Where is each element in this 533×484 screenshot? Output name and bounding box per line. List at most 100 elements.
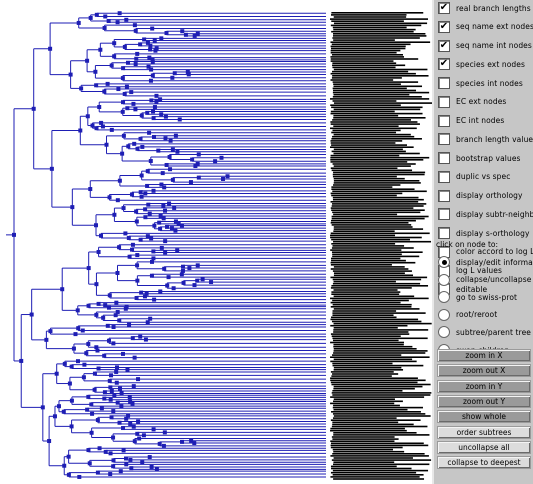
tree-node[interactable] xyxy=(195,278,200,283)
tree-node[interactable] xyxy=(140,460,145,465)
tree-node[interactable] xyxy=(56,404,61,409)
tree-node[interactable] xyxy=(128,421,133,426)
tree-node[interactable] xyxy=(161,203,166,208)
tree-node[interactable] xyxy=(133,107,138,112)
tree-node[interactable] xyxy=(183,32,188,37)
tree-node[interactable] xyxy=(142,294,147,299)
tree-node[interactable] xyxy=(193,164,198,169)
tree-node[interactable] xyxy=(165,283,170,288)
tree-node[interactable] xyxy=(135,263,140,268)
tree-node[interactable] xyxy=(123,231,128,236)
collapse-to-deepest-button[interactable]: collapse to deepest xyxy=(437,456,531,470)
tree-node[interactable] xyxy=(175,248,180,253)
option-display-s-orthology[interactable]: display s-orthology xyxy=(438,225,530,241)
tree-node[interactable] xyxy=(149,98,154,103)
tree-node[interactable] xyxy=(157,220,162,225)
tree-node[interactable] xyxy=(138,136,143,141)
tree-node[interactable] xyxy=(122,44,127,49)
tree-node[interactable] xyxy=(102,390,107,395)
tree-node[interactable] xyxy=(170,177,175,182)
tree-node[interactable] xyxy=(85,58,90,63)
tree-node[interactable] xyxy=(173,219,178,224)
tree-node[interactable] xyxy=(139,173,144,178)
tree-node[interactable] xyxy=(192,441,197,446)
tree-node[interactable] xyxy=(135,278,140,283)
tree-node[interactable] xyxy=(151,256,156,261)
tree-node[interactable] xyxy=(96,366,101,371)
tree-node[interactable] xyxy=(109,127,114,132)
tree-node[interactable] xyxy=(167,201,172,206)
order-subtrees-button[interactable]: order subtrees xyxy=(437,425,531,439)
tree-node[interactable] xyxy=(29,312,34,317)
tree-node[interactable] xyxy=(145,234,150,239)
tree-node[interactable] xyxy=(134,56,139,61)
tree-node[interactable] xyxy=(120,151,125,156)
tree-node[interactable] xyxy=(94,83,99,88)
checkbox[interactable]: ✔ xyxy=(438,39,450,52)
tree-node[interactable] xyxy=(99,120,104,125)
tree-node[interactable] xyxy=(117,420,122,425)
tree-node[interactable] xyxy=(139,113,144,118)
tree-node[interactable] xyxy=(145,320,150,325)
tree-node[interactable] xyxy=(111,458,116,463)
tree-node[interactable] xyxy=(111,435,116,440)
tree-node[interactable] xyxy=(131,101,136,106)
tree-node[interactable] xyxy=(159,182,164,187)
tree-node[interactable] xyxy=(149,273,154,278)
tree-node[interactable] xyxy=(145,183,150,188)
tree-node[interactable] xyxy=(77,474,82,479)
tree-node[interactable] xyxy=(115,365,120,370)
radio-root-reroot[interactable]: root/reroot xyxy=(438,307,497,323)
tree-node[interactable] xyxy=(121,66,126,71)
tree-node[interactable] xyxy=(94,345,99,350)
tree-node[interactable] xyxy=(120,351,125,356)
tree-node[interactable] xyxy=(120,76,125,81)
tree-node[interactable] xyxy=(90,411,95,416)
option-real-branch-lengths[interactable]: ✔ real branch lengths xyxy=(438,0,531,16)
tree-node[interactable] xyxy=(196,175,201,180)
tree-node[interactable] xyxy=(47,439,52,444)
tree-node[interactable] xyxy=(76,20,81,25)
tree-node[interactable] xyxy=(185,69,190,74)
tree-node[interactable] xyxy=(159,245,164,250)
zoom-in-x-button[interactable]: zoom in X xyxy=(437,349,531,362)
tree-node[interactable] xyxy=(180,29,185,34)
tree-node[interactable] xyxy=(128,457,133,462)
checkbox[interactable] xyxy=(438,114,450,127)
tree-node[interactable] xyxy=(152,38,157,43)
tree-node[interactable] xyxy=(137,436,142,441)
tree-node[interactable] xyxy=(81,375,86,380)
tree-node[interactable] xyxy=(111,325,116,330)
radio-button[interactable] xyxy=(438,326,450,339)
zoom-out-x-button[interactable]: zoom out X xyxy=(437,364,531,378)
tree-node[interactable] xyxy=(107,293,112,298)
tree-node[interactable] xyxy=(170,147,175,152)
tree-node[interactable] xyxy=(192,33,197,38)
radio-button[interactable] xyxy=(438,273,450,286)
tree-node[interactable] xyxy=(102,353,107,358)
tree-node[interactable] xyxy=(115,310,120,315)
tree-node[interactable] xyxy=(152,297,157,302)
tree-node[interactable] xyxy=(142,37,147,42)
tree-node[interactable] xyxy=(175,149,180,154)
tree-node[interactable] xyxy=(106,18,111,23)
tree-node[interactable] xyxy=(196,152,201,157)
tree-node[interactable] xyxy=(149,236,154,241)
tree-node[interactable] xyxy=(94,312,99,317)
tree-node[interactable] xyxy=(166,275,171,280)
tree-node[interactable] xyxy=(151,427,156,432)
option-species-int-nodes[interactable]: species int nodes xyxy=(438,75,523,91)
tree-node[interactable] xyxy=(118,469,123,474)
tree-node[interactable] xyxy=(180,439,185,444)
tree-display-panel[interactable] xyxy=(0,0,432,484)
tree-node[interactable] xyxy=(163,250,168,255)
tree-node[interactable] xyxy=(164,31,169,36)
tree-node[interactable] xyxy=(140,144,145,149)
tree-node[interactable] xyxy=(143,191,148,196)
tree-node[interactable] xyxy=(158,226,163,231)
tree-node[interactable] xyxy=(92,387,97,392)
tree-node[interactable] xyxy=(129,90,134,95)
tree-node[interactable] xyxy=(209,280,214,285)
checkbox[interactable]: ✔ xyxy=(438,2,450,14)
tree-node[interactable] xyxy=(108,472,113,477)
